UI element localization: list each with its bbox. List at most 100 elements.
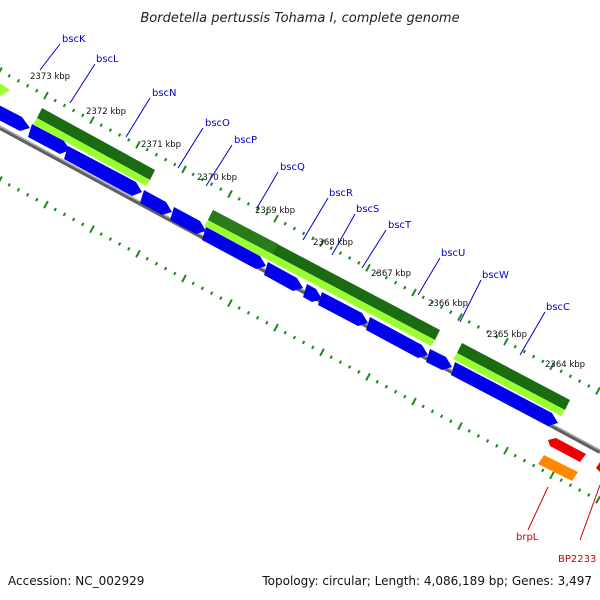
reverse-features — [538, 438, 600, 481]
inner-track-tick — [209, 291, 214, 296]
gene-connector-bscq — [256, 171, 279, 209]
outer-track-tick — [154, 152, 159, 157]
inner-track-tick — [439, 414, 444, 419]
inner-track-tick — [89, 225, 95, 234]
inner-track-tick — [108, 237, 113, 241]
gene-label-bscq[interactable]: bscQ — [280, 162, 305, 173]
cds-arrow-bscL — [28, 124, 70, 154]
outer-track-tick — [265, 211, 269, 216]
gene-connector-bscs — [331, 213, 356, 256]
outer-track-tick — [292, 226, 297, 231]
gene-label-bscp[interactable]: bscP — [234, 135, 257, 146]
outer-track-tick — [273, 214, 279, 223]
inner-track-tick — [430, 409, 435, 414]
inner-track-tick — [347, 365, 352, 369]
inner-track-tick — [513, 453, 517, 458]
gene-label-bp2233[interactable]: BP2233 — [558, 554, 596, 565]
outer-track-tick — [301, 231, 306, 236]
gene-label-bscs[interactable]: bscS — [356, 204, 379, 215]
inner-track-tick — [127, 247, 131, 251]
gene-label-bsct[interactable]: bscT — [388, 220, 412, 231]
gene-connector-bsct — [361, 229, 387, 269]
outer-track-tick — [476, 325, 481, 329]
outer-track-tick — [513, 344, 517, 349]
kbp-ruler: 2373 kbp 2372 kbp 2371 kbp 2370 kbp 2369 kbp… — [30, 72, 585, 370]
inner-track-tick — [35, 197, 39, 202]
inner-track-tick — [467, 429, 471, 433]
outer-track-tick — [117, 133, 122, 137]
inner-track-tick — [43, 200, 49, 209]
green-band-0 — [0, 83, 10, 96]
gene-label-bscl[interactable]: bscL — [96, 54, 119, 65]
kbp-label: 2371 kbp — [141, 140, 181, 150]
kbp-label: 2367 kbp — [371, 269, 411, 279]
inner-track-tick — [292, 335, 297, 340]
outer-track-tick — [541, 359, 545, 364]
gene-label-bscr[interactable]: bscR — [329, 188, 353, 199]
inner-track-tick — [338, 360, 343, 364]
rna-features — [0, 83, 570, 416]
gene-connector-bsco — [177, 127, 204, 169]
gene-label-bscc[interactable]: bscC — [546, 302, 570, 313]
inner-track-tick — [273, 323, 279, 332]
inner-track-tick — [181, 274, 187, 283]
inner-track-tick — [301, 340, 306, 345]
gene-label-bscu[interactable]: bscU — [441, 248, 465, 259]
green-band-2 — [204, 210, 440, 346]
outer-track-tick — [430, 300, 435, 305]
outer-track-tick — [357, 261, 361, 265]
gene-connector-bscc — [519, 311, 546, 356]
kbp-label: 2369 kbp — [255, 206, 295, 216]
inner-tick-track — [0, 176, 600, 504]
gene-label-bscw[interactable]: bscW — [482, 270, 509, 281]
gene-label-brpl[interactable]: brpL — [516, 532, 539, 543]
inner-track-tick — [7, 183, 11, 187]
inner-track-tick — [0, 176, 3, 183]
outer-track-tick — [227, 190, 233, 199]
outer-track-tick — [449, 310, 453, 315]
outer-track-tick — [173, 162, 177, 167]
gene-label-bsck[interactable]: bscK — [62, 34, 86, 45]
outer-track-tick — [7, 74, 11, 78]
outer-track-tick — [163, 157, 168, 162]
cds-arrow-bscP — [170, 207, 206, 234]
outer-track-tick — [81, 113, 85, 118]
inner-track-tick — [568, 483, 573, 488]
inner-track-tick — [283, 330, 287, 335]
gene-connector-brpl — [527, 486, 549, 531]
outer-tick-track — [0, 67, 600, 395]
cds-arrow-bscK — [0, 105, 30, 131]
inner-track-tick — [559, 478, 563, 483]
cds-arrow-bscW — [426, 349, 452, 370]
kbp-label: 2364 kbp — [545, 360, 585, 370]
outer-track-tick — [467, 320, 471, 324]
outer-track-tick — [16, 78, 21, 83]
outer-track-tick — [319, 239, 325, 248]
outer-track-tick — [439, 305, 444, 310]
gene-label-bsco[interactable]: bscO — [205, 118, 230, 129]
outer-track-tick — [393, 280, 398, 285]
outer-track-tick — [35, 88, 39, 93]
gene-label-bscn[interactable]: bscN — [152, 88, 177, 99]
inner-track-tick — [227, 299, 233, 308]
inner-track-tick — [62, 212, 67, 217]
outer-track-tick — [43, 91, 49, 100]
outer-track-tick — [200, 177, 205, 182]
inner-track-tick — [16, 187, 21, 192]
kbp-label: 2368 kbp — [313, 238, 353, 248]
outer-track-tick — [559, 369, 563, 374]
inner-track-tick — [531, 463, 536, 468]
inner-track-tick — [191, 281, 195, 286]
gene-connector-bscp — [205, 144, 233, 187]
inner-track-tick — [319, 348, 325, 357]
outer-track-tick — [485, 330, 490, 334]
kbp-label: 2373 kbp — [30, 72, 70, 82]
outer-track-tick — [25, 83, 30, 88]
kbp-label: 2372 kbp — [86, 107, 126, 117]
outer-track-tick — [375, 270, 379, 275]
inner-track-tick — [595, 495, 600, 504]
outer-track-tick — [237, 197, 241, 201]
inner-track-tick — [403, 394, 407, 399]
inner-track-tick — [25, 192, 30, 197]
inner-track-tick — [449, 419, 453, 424]
